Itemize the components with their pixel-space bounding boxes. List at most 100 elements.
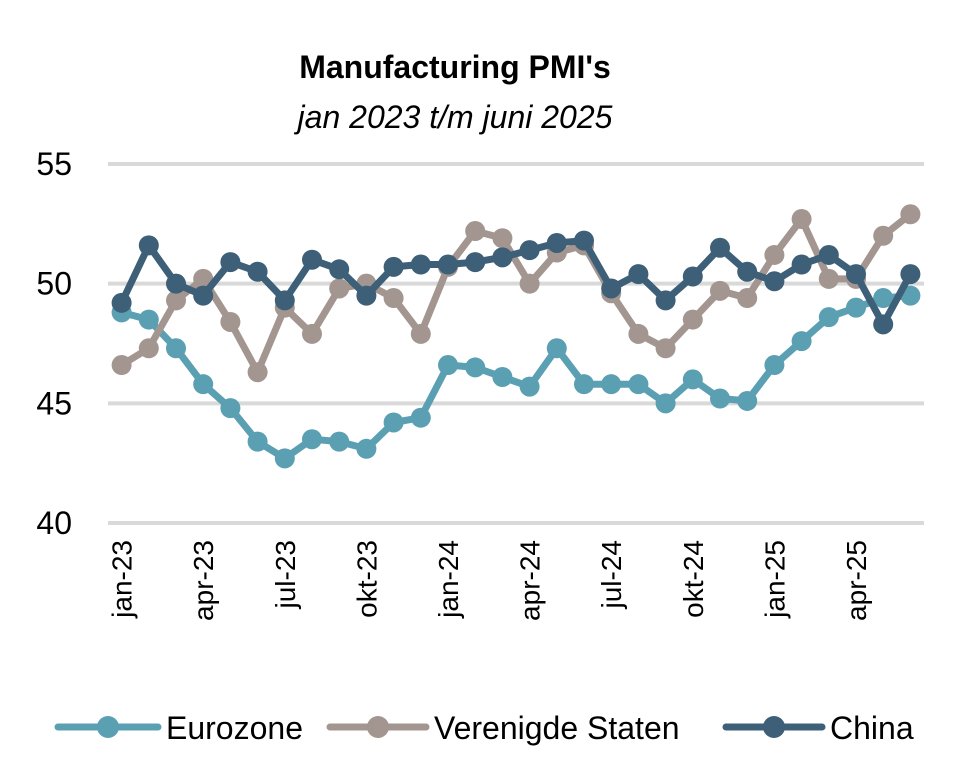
data-point — [193, 374, 214, 395]
data-point — [410, 407, 431, 428]
data-point — [329, 431, 350, 452]
data-point — [682, 369, 703, 390]
series-lines — [111, 204, 921, 469]
x-tick-label: jul-24 — [596, 540, 627, 609]
data-point — [710, 237, 730, 258]
data-point — [900, 264, 921, 285]
data-point — [791, 209, 812, 230]
data-point — [465, 252, 486, 273]
data-point — [764, 271, 785, 292]
data-point — [710, 280, 730, 301]
data-point — [764, 355, 785, 376]
data-point — [900, 204, 921, 225]
data-point — [383, 412, 404, 433]
data-point — [193, 285, 214, 306]
data-point — [846, 264, 866, 285]
legend-item: Verenigde Staten — [326, 710, 680, 746]
data-point — [737, 390, 758, 411]
legend-label: Verenigde Staten — [434, 710, 680, 746]
data-point — [356, 438, 377, 459]
data-point — [519, 273, 540, 294]
data-point — [465, 221, 486, 242]
data-point — [519, 240, 540, 261]
data-point — [764, 244, 785, 265]
data-point — [410, 323, 431, 344]
legend-swatch-marker — [97, 716, 119, 738]
data-point — [846, 297, 866, 318]
data-point — [710, 388, 730, 409]
data-point — [574, 230, 594, 251]
data-point — [302, 323, 322, 344]
data-point — [193, 268, 214, 289]
data-point — [818, 244, 839, 265]
data-point — [818, 307, 839, 328]
data-point — [247, 362, 268, 383]
data-point — [356, 285, 377, 306]
data-point — [655, 338, 676, 359]
y-axis-ticks: 40 45 50 55 — [36, 146, 72, 541]
data-point — [247, 261, 268, 282]
data-point — [873, 288, 894, 309]
data-point — [655, 290, 676, 311]
data-point — [574, 374, 594, 395]
data-point — [329, 259, 350, 280]
data-point — [274, 448, 295, 469]
data-point — [329, 278, 350, 299]
data-point — [492, 228, 513, 249]
data-point — [791, 331, 812, 352]
data-point — [220, 398, 241, 419]
x-tick-label: apr-24 — [515, 540, 546, 621]
data-point — [138, 338, 159, 359]
legend: Eurozone Verenigde Staten China — [54, 710, 914, 746]
data-point — [302, 429, 322, 450]
legend-swatch-marker — [367, 716, 389, 738]
data-point — [818, 268, 839, 289]
legend-item: Eurozone — [54, 710, 303, 746]
y-tick-label: 55 — [36, 146, 72, 182]
data-point — [601, 374, 622, 395]
data-point — [628, 323, 649, 344]
y-tick-label: 40 — [36, 505, 72, 541]
data-point — [492, 367, 513, 388]
data-point — [628, 264, 649, 285]
data-point — [546, 338, 567, 359]
data-point — [220, 252, 241, 273]
data-point — [410, 254, 431, 275]
chart-subtitle: jan 2023 t/m juni 2025 — [294, 99, 613, 135]
legend-label: China — [830, 710, 914, 746]
data-point — [438, 355, 458, 376]
data-point — [166, 338, 186, 359]
data-point — [492, 247, 513, 268]
data-point — [519, 376, 540, 397]
data-point — [111, 355, 132, 376]
data-point — [220, 311, 241, 332]
data-point — [737, 261, 758, 282]
y-tick-label: 45 — [36, 385, 72, 421]
data-point — [465, 357, 486, 378]
data-point — [682, 309, 703, 330]
data-point — [655, 393, 676, 414]
data-point — [274, 290, 295, 311]
x-tick-label: jan-23 — [107, 540, 138, 619]
y-tick-label: 50 — [36, 266, 72, 302]
data-point — [873, 314, 894, 335]
x-tick-label: okt-23 — [351, 540, 382, 618]
x-tick-label: jan-25 — [759, 540, 790, 619]
x-tick-label: jul-23 — [270, 540, 301, 609]
series-china — [111, 230, 921, 335]
data-point — [737, 288, 758, 309]
x-tick-label: jan-24 — [433, 540, 464, 619]
data-point — [138, 235, 159, 256]
data-point — [628, 374, 649, 395]
data-point — [138, 309, 159, 330]
data-point — [873, 225, 894, 246]
x-axis-ticks: jan-23 apr-23 jul-23 okt-23 jan-24 apr-24 jul-… — [107, 540, 872, 621]
x-tick-label: apr-23 — [188, 540, 219, 621]
data-point — [111, 292, 132, 313]
data-point — [601, 278, 622, 299]
data-point — [247, 431, 268, 452]
gridlines — [108, 162, 924, 525]
x-tick-label: apr-25 — [841, 540, 872, 621]
data-point — [383, 288, 404, 309]
